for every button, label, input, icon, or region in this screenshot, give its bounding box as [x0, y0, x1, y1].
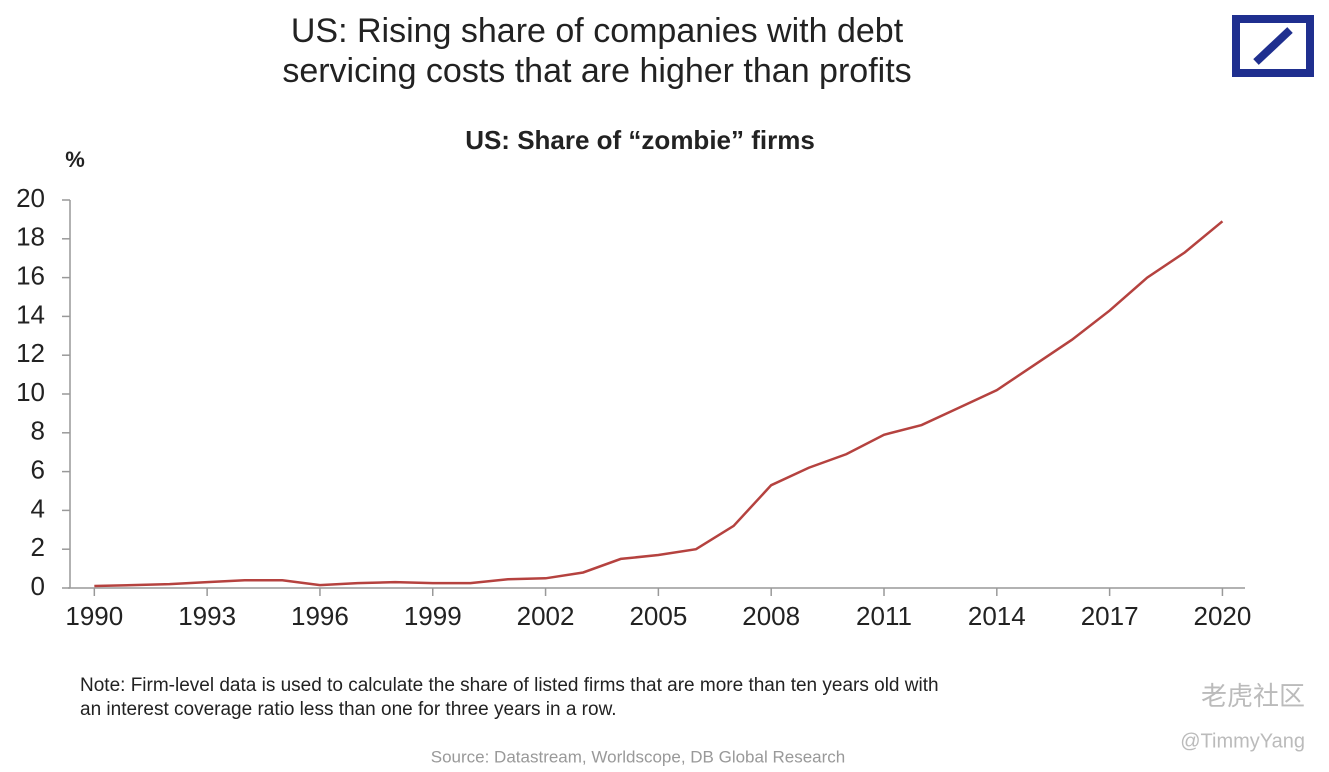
x-tick-label: 1993 [178, 601, 236, 631]
logo-slash [1253, 27, 1293, 65]
y-tick-label: 8 [31, 416, 45, 446]
chart-subtitle: US: Share of “zombie” firms [465, 125, 815, 155]
x-tick-label: 2002 [517, 601, 575, 631]
source: Source: Datastream, Worldscope, DB Globa… [431, 747, 845, 766]
x-tick-label: 2011 [856, 601, 912, 631]
x-tick-label: 2020 [1194, 601, 1252, 631]
y-tick-label: 6 [31, 454, 45, 484]
logo [1232, 15, 1314, 77]
y-tick-label: 4 [31, 493, 45, 523]
x-tick-label: 1999 [404, 601, 462, 631]
x-tick-label: 2005 [629, 601, 687, 631]
y-tick-label: 16 [16, 260, 45, 290]
y-tick-label: 20 [16, 183, 45, 213]
y-tick-label: 12 [16, 338, 45, 368]
x-tick-label: 2017 [1081, 601, 1139, 631]
watermark: 老虎社区 [1201, 681, 1305, 711]
chart-title: US: Rising share of companies with debt [291, 12, 904, 50]
data-line [94, 220, 1224, 588]
x-tick-label: 2014 [968, 601, 1026, 631]
y-tick-label: 0 [31, 571, 45, 601]
note: Note: Firm-level data is used to calcula… [80, 675, 939, 696]
y-tick-label: 18 [16, 222, 45, 252]
y-tick-label: 2 [31, 532, 45, 562]
y-tick-label: 14 [16, 299, 45, 329]
x-tick-label: 1990 [65, 601, 123, 631]
x-tick-label: 2008 [742, 601, 800, 631]
y-tick-label: 10 [16, 377, 45, 407]
watermark: @TimmyYang [1180, 730, 1305, 752]
chart-title: servicing costs that are higher than pro… [282, 52, 911, 90]
x-tick-label: 1996 [291, 601, 349, 631]
logo-frame [1232, 15, 1314, 77]
y-axis-label: % [65, 147, 85, 172]
note: an interest coverage ratio less than one… [80, 699, 617, 720]
